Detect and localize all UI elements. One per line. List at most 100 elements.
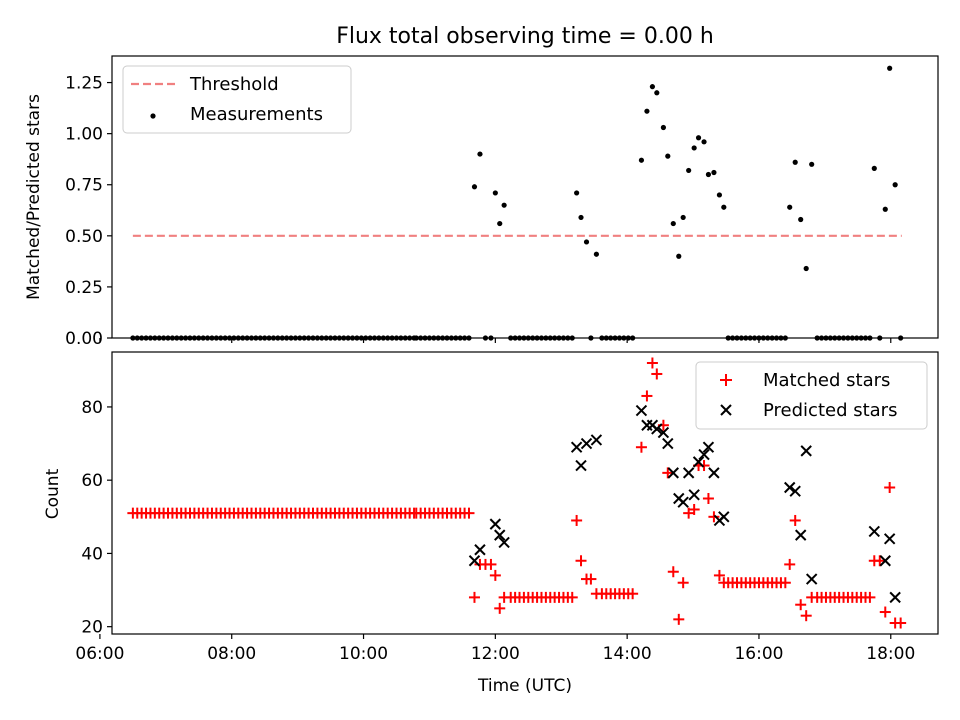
- x-tick-label: 10:00: [339, 644, 388, 664]
- bottom-y-tick-label: 20: [81, 618, 103, 638]
- predicted-star-point: [868, 525, 880, 538]
- measurement-point: [477, 151, 483, 157]
- matched-star-point: [651, 368, 663, 380]
- star-count-axes: Count Time (UTC) 20 40 60 80 06:00 08:00 10:0…: [43, 351, 939, 696]
- predicted-star-stroke: [688, 489, 700, 501]
- bottom-y-ticks: 20 40 60 80: [81, 398, 112, 638]
- predicted-star-point: [474, 544, 486, 556]
- measurement-point: [695, 135, 702, 141]
- matched-star-point: [800, 610, 812, 622]
- measurement-point: [644, 108, 650, 114]
- bottom-y-tick-label: 40: [81, 544, 103, 564]
- predicted-star-stroke: [879, 555, 891, 567]
- predicted-star-point: [889, 591, 901, 604]
- predicted-star-point: [489, 518, 502, 530]
- top-y-tick-label: 1.25: [65, 74, 103, 94]
- predicted-star-point: [794, 529, 807, 541]
- predicted-star-stroke: [590, 434, 603, 446]
- predicted-star-stroke: [702, 441, 715, 453]
- measurement-point: [497, 220, 503, 227]
- x-tick-label: 16:00: [734, 644, 783, 664]
- predicted-star-point: [805, 573, 818, 585]
- predicted-star-point: [718, 511, 730, 523]
- predicted-star-point: [590, 434, 603, 446]
- measurement-point: [492, 190, 498, 196]
- predicted-star-point: [651, 423, 663, 435]
- measurement-point: [593, 251, 599, 257]
- predicted-star-point: [702, 441, 715, 453]
- measurement-point: [803, 265, 809, 272]
- legend-measurements-swatch: [150, 113, 156, 119]
- predicted-star-point: [789, 485, 801, 497]
- predicted-star-stroke: [708, 467, 720, 479]
- measurement-point: [705, 171, 712, 178]
- predicted-star-stroke: [800, 445, 812, 457]
- matched-star-point: [667, 566, 679, 578]
- predicted-star-stroke: [698, 448, 710, 461]
- legend-predicted-swatch: [720, 404, 732, 416]
- predicted-star-stroke: [677, 496, 689, 508]
- matched-star-point: [708, 511, 720, 523]
- legend-matched-swatch: [720, 374, 732, 386]
- bottom-axes-frame: [111, 351, 939, 635]
- measurement-point: [711, 169, 717, 176]
- predicted-star-stroke: [789, 485, 801, 497]
- legend-threshold-label: Threshold: [189, 74, 279, 95]
- top-y-axis-label: Matched/Predicted stars: [24, 94, 44, 300]
- matched-star-point: [641, 390, 653, 402]
- predicted-star-stroke: [474, 544, 486, 556]
- bottom-y-axis-label: Count: [43, 468, 63, 519]
- predicted-star-stroke: [570, 441, 583, 453]
- measurement-point: [686, 167, 692, 174]
- measurement-point: [649, 84, 656, 90]
- measurement-point: [680, 214, 686, 221]
- measurement-point: [887, 65, 893, 71]
- measurement-point: [578, 214, 584, 221]
- predicted-star-point: [800, 445, 812, 457]
- x-axis-label: Time (UTC): [477, 676, 572, 696]
- bottom-y-tick-label: 80: [81, 398, 103, 418]
- predicted-star-point: [688, 489, 700, 501]
- bottom-x-ticks: 06:00 08:00 10:00 12:00 14:00 16:00 18:00: [75, 634, 915, 664]
- predicted-star-stroke: [718, 511, 730, 523]
- predicted-star-stroke: [883, 533, 896, 545]
- matched-star-point: [895, 617, 907, 629]
- matched-star-point: [795, 599, 807, 611]
- predicted-star-stroke: [692, 456, 705, 468]
- predicted-star-point: [662, 437, 674, 450]
- predicted-star-stroke: [494, 529, 506, 541]
- predicted-star-stroke: [667, 467, 679, 479]
- predicted-star-stroke: [805, 573, 818, 585]
- top-y-tick-label: 0.75: [65, 176, 103, 196]
- predicted-star-stroke: [868, 525, 880, 538]
- measurement-point: [654, 90, 660, 96]
- measurement-point: [798, 216, 804, 223]
- matched-star-point: [673, 613, 685, 625]
- top-y-ticks: 0.00 0.25 0.50 0.75 1.00 1.25: [65, 74, 112, 349]
- measurement-point: [660, 124, 666, 131]
- predicted-star-point: [570, 441, 583, 453]
- matched-star-point: [489, 569, 501, 581]
- measurement-point: [583, 239, 590, 245]
- measurement-point: [501, 202, 507, 208]
- predicted-star-point: [708, 467, 720, 479]
- top-legend: Threshold Measurements: [122, 65, 352, 134]
- x-tick-label: 08:00: [207, 644, 256, 664]
- measurement-point: [892, 182, 898, 188]
- predicted-star-point: [879, 555, 891, 567]
- x-tick-label: 18:00: [866, 644, 915, 664]
- matched-star-point: [571, 514, 583, 526]
- matched-star-point: [779, 577, 791, 589]
- matched-star-point: [646, 357, 658, 369]
- matched-star-point: [662, 467, 674, 479]
- matched-star-point: [566, 591, 578, 603]
- matched-star-point: [698, 460, 710, 472]
- predicted-star-stroke: [575, 459, 587, 472]
- matched-star-point: [635, 441, 647, 453]
- measurement-point: [716, 192, 723, 198]
- predicted-star-stroke: [794, 529, 807, 541]
- predicted-star-point: [667, 467, 679, 479]
- predicted-star-stroke: [784, 481, 796, 494]
- matched-star-point: [879, 606, 891, 618]
